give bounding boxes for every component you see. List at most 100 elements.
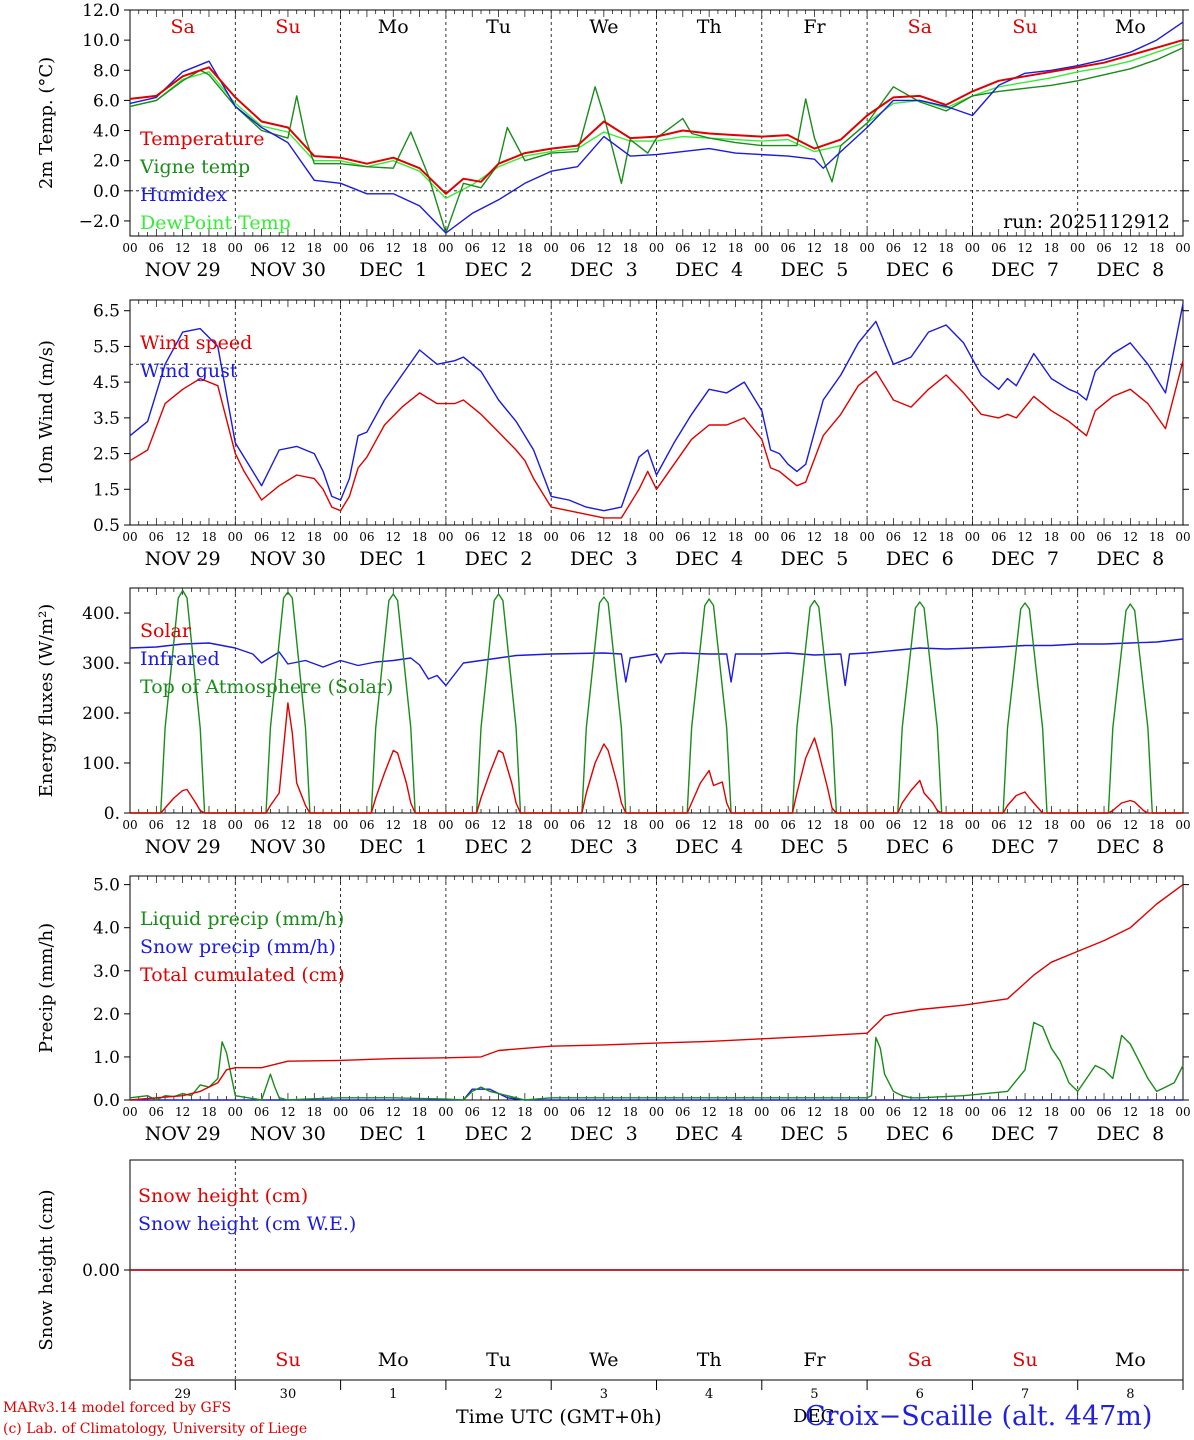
hour-tick-label: 18 bbox=[412, 818, 427, 832]
hour-tick-label: 18 bbox=[938, 1105, 953, 1119]
series-line-solar bbox=[130, 702, 1183, 814]
hour-tick-label: 18 bbox=[728, 530, 743, 544]
station-name: Croix−Scaille (alt. 447m) bbox=[805, 1401, 1153, 1432]
panel-1: 00 06 12 18 00 06 12 18 00 06 12 18 00 06 12 18 00 06 12 18… bbox=[36, 1, 1191, 281]
weekday-label: Th bbox=[697, 1349, 722, 1371]
date-label: DEC 8 bbox=[1096, 548, 1164, 570]
legend-entry: Liquid precip (mm/h) bbox=[140, 908, 344, 930]
hour-tick-label: 00 bbox=[649, 1105, 664, 1119]
hour-tick-label: 18 bbox=[1149, 530, 1164, 544]
date-label: DEC 3 bbox=[570, 548, 638, 570]
hour-tick-label: 18 bbox=[517, 241, 532, 255]
y-tick-label: 10.0 bbox=[82, 31, 120, 51]
weekday-label: Sa bbox=[170, 16, 194, 38]
hour-tick-label: 12 bbox=[702, 241, 717, 255]
hour-tick-label: 00 bbox=[859, 818, 874, 832]
series-line-dewpoint-temp bbox=[129, 42, 1184, 200]
hour-tick-label: 06 bbox=[886, 241, 901, 255]
y-tick-label: 4.5 bbox=[93, 373, 120, 393]
y-tick-label: 12.0 bbox=[82, 1, 120, 21]
hour-tick-label: 18 bbox=[307, 241, 322, 255]
hour-tick-label: 12 bbox=[491, 530, 506, 544]
hour-tick-label: 06 bbox=[675, 530, 690, 544]
hour-tick-label: 06 bbox=[149, 818, 164, 832]
day-number-label: 7 bbox=[1021, 1387, 1029, 1402]
hour-tick-label: 00 bbox=[333, 1105, 348, 1119]
y-tick-label: 200. bbox=[82, 704, 120, 724]
date-label: DEC 4 bbox=[675, 548, 743, 570]
legend-entry: DewPoint Temp bbox=[140, 212, 291, 234]
y-tick-label: 6.5 bbox=[93, 302, 120, 322]
hour-tick-label: 06 bbox=[1096, 1105, 1111, 1119]
weekday-label: Mo bbox=[1115, 1349, 1146, 1371]
hour-tick-label: 12 bbox=[807, 530, 822, 544]
hour-tick-label: 18 bbox=[517, 1105, 532, 1119]
y-tick-label: 6.0 bbox=[93, 91, 120, 111]
hour-tick-label: 12 bbox=[280, 530, 295, 544]
legend-entry: Snow height (cm) bbox=[138, 1185, 308, 1207]
date-label: DEC 6 bbox=[886, 259, 954, 281]
y-axis-label: Energy fluxes (W/m²) bbox=[36, 604, 57, 798]
hour-tick-label: 00 bbox=[965, 1105, 980, 1119]
y-tick-label: 100. bbox=[82, 754, 120, 774]
hour-tick-label: 00 bbox=[649, 241, 664, 255]
hour-tick-label: 18 bbox=[728, 818, 743, 832]
hour-tick-label: 12 bbox=[596, 818, 611, 832]
date-label: DEC 7 bbox=[991, 548, 1059, 570]
hour-tick-label: 18 bbox=[307, 1105, 322, 1119]
hour-tick-label: 18 bbox=[1044, 530, 1059, 544]
hour-tick-label: 18 bbox=[307, 530, 322, 544]
legend-entry: Infrared bbox=[140, 648, 220, 670]
hour-tick-label: 00 bbox=[859, 1105, 874, 1119]
y-tick-label: 0.00 bbox=[82, 1261, 120, 1281]
date-label: DEC 7 bbox=[991, 259, 1059, 281]
series-line-top-of-atmosphere-solar- bbox=[130, 589, 1183, 814]
y-tick-label: 2.0 bbox=[93, 1005, 120, 1025]
series-line-vigne-temp bbox=[129, 47, 1184, 234]
legend-entry: Top of Atmosphere (Solar) bbox=[140, 676, 393, 698]
hour-tick-label: 18 bbox=[728, 1105, 743, 1119]
hour-tick-label: 00 bbox=[1175, 241, 1190, 255]
hour-tick-label: 18 bbox=[201, 1105, 216, 1119]
date-label: DEC 5 bbox=[781, 548, 849, 570]
legend-entry: Vigne temp bbox=[139, 156, 250, 178]
hour-tick-label: 18 bbox=[201, 241, 216, 255]
hour-tick-label: 18 bbox=[938, 530, 953, 544]
hour-tick-label: 00 bbox=[965, 818, 980, 832]
run-label: run: 2025112912 bbox=[1003, 211, 1170, 233]
day-number-label: 8 bbox=[1126, 1387, 1134, 1402]
hour-tick-label: 06 bbox=[991, 530, 1006, 544]
hour-tick-label: 12 bbox=[912, 530, 927, 544]
hour-tick-label: 00 bbox=[1070, 241, 1085, 255]
y-tick-label: 0.0 bbox=[93, 1091, 120, 1111]
weekday-label: We bbox=[589, 16, 618, 38]
hour-tick-label: 00 bbox=[122, 241, 137, 255]
weekday-label: Th bbox=[697, 16, 722, 38]
hour-tick-label: 18 bbox=[833, 530, 848, 544]
y-tick-label: 8.0 bbox=[93, 61, 120, 81]
hour-tick-label: 06 bbox=[570, 241, 585, 255]
series-line-total-cumulated-cm- bbox=[129, 884, 1184, 1101]
weekday-label: Fr bbox=[803, 16, 826, 38]
legend-entry: Snow height (cm W.E.) bbox=[138, 1213, 356, 1235]
hour-tick-label: 12 bbox=[1017, 818, 1032, 832]
y-tick-label: 1.5 bbox=[93, 480, 120, 500]
weekday-label: Sa bbox=[170, 1349, 194, 1371]
series-line-humidex bbox=[129, 21, 1184, 234]
weekday-label: Su bbox=[275, 1349, 300, 1371]
hour-tick-label: 12 bbox=[807, 241, 822, 255]
weekday-label: Mo bbox=[1115, 16, 1146, 38]
hour-tick-label: 12 bbox=[1123, 818, 1138, 832]
hour-tick-label: 12 bbox=[912, 241, 927, 255]
panel-5: 0.00 Snow height (cm) Snow height (cm) Snow… bbox=[36, 1159, 1189, 1381]
hour-tick-label: 00 bbox=[122, 530, 137, 544]
weekday-label: Su bbox=[1012, 1349, 1037, 1371]
y-tick-label: 3.0 bbox=[93, 962, 120, 982]
y-tick-label: 4.0 bbox=[93, 919, 120, 939]
weekday-label: We bbox=[589, 1349, 618, 1371]
hour-tick-label: 06 bbox=[675, 818, 690, 832]
hour-tick-label: 12 bbox=[491, 241, 506, 255]
date-label: DEC 1 bbox=[359, 1123, 427, 1145]
date-label: DEC 5 bbox=[781, 1123, 849, 1145]
hour-tick-label: 00 bbox=[965, 530, 980, 544]
